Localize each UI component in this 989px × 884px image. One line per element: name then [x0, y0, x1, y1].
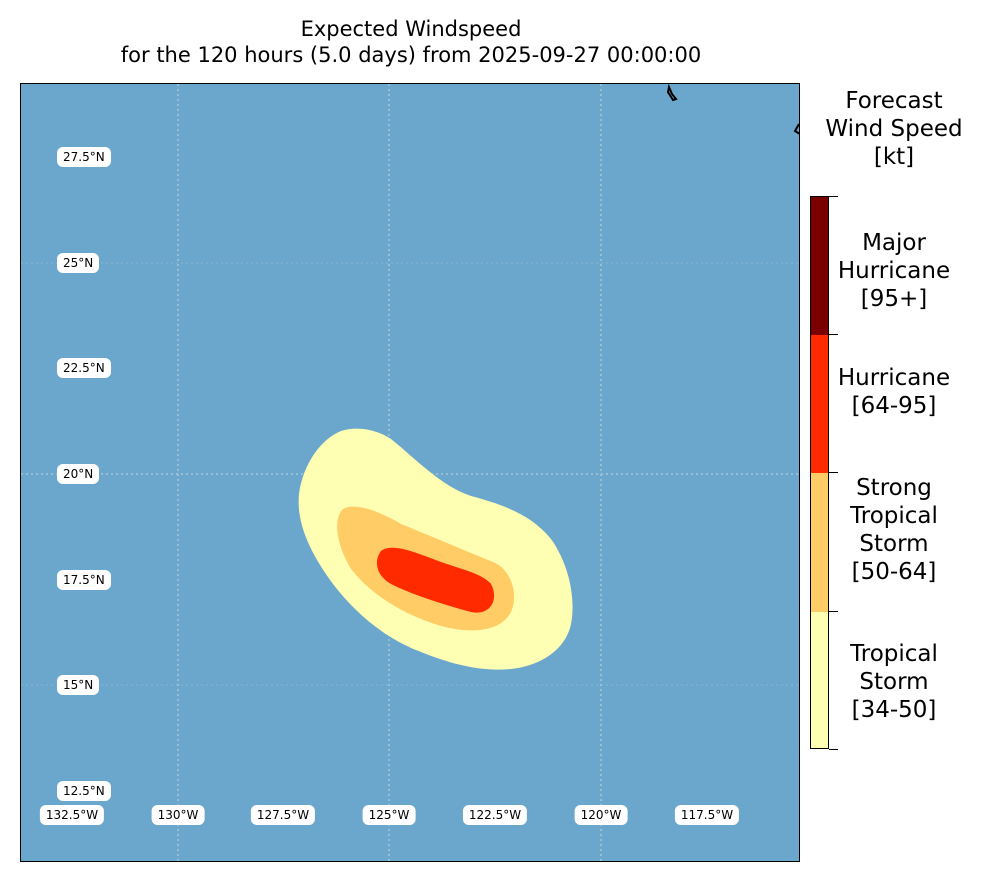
- label-line: Storm: [859, 531, 929, 557]
- label-line: [50-64]: [851, 559, 937, 585]
- lat-label-17-5n: 17.5°N: [57, 570, 111, 590]
- label-line: Strong: [856, 475, 932, 501]
- colorbar-segment-strong-tropical-storm: [811, 473, 828, 612]
- lat-label-25n: 25°N: [57, 253, 100, 273]
- colorbar-segment-major-hurricane: [811, 197, 828, 335]
- title-line-2: for the 120 hours (5.0 days) from 2025-0…: [120, 43, 702, 67]
- coastline-edge: [793, 123, 799, 135]
- map-panel[interactable]: 27.5°N 25°N 22.5°N 20°N 17.5°N 15°N 12.5…: [20, 83, 800, 862]
- lat-label-22-5n: 22.5°N: [57, 358, 111, 378]
- colorbar-label-tropical-storm: Tropical Storm [34-50]: [806, 640, 982, 724]
- label-line: Tropical: [850, 641, 938, 667]
- label-line: Hurricane: [837, 258, 951, 284]
- label-line: Hurricane: [837, 365, 951, 391]
- chart-title: Expected Windspeed for the 120 hours (5.…: [20, 16, 802, 68]
- lat-label-12-5n: 12.5°N: [57, 781, 111, 801]
- title-line-1: Expected Windspeed: [300, 17, 522, 41]
- label-line: Major: [862, 230, 926, 256]
- colorbar-tick: [829, 334, 838, 335]
- label-line: Storm: [859, 669, 929, 695]
- label-line: Tropical: [850, 503, 938, 529]
- lon-label-120w: 120°W: [574, 805, 628, 825]
- colorbar-tick: [829, 472, 838, 473]
- colorbar-label-major-hurricane: Major Hurricane [95+]: [806, 229, 982, 313]
- lat-label-27-5n: 27.5°N: [57, 147, 111, 167]
- map-canvas: [21, 84, 799, 861]
- colorbar-label-strong-tropical-storm: Strong Tropical Storm [50-64]: [806, 474, 982, 586]
- colorbar-tick: [829, 611, 838, 612]
- lon-label-130w: 130°W: [151, 805, 205, 825]
- label-line: [34-50]: [851, 697, 937, 723]
- colorbar-tick: [829, 749, 838, 750]
- colorbar-title: Forecast Wind Speed [kt]: [806, 87, 982, 171]
- colorbar-title-line-1: Forecast: [845, 88, 943, 114]
- lon-label-125w: 125°W: [362, 805, 416, 825]
- lon-label-127-5w: 127.5°W: [250, 805, 316, 825]
- lon-label-122-5w: 122.5°W: [462, 805, 528, 825]
- colorbar-label-hurricane: Hurricane [64-95]: [806, 364, 982, 420]
- colorbar-title-line-3: [kt]: [873, 144, 915, 170]
- hurricane-area: [376, 547, 495, 613]
- label-line: [64-95]: [851, 393, 937, 419]
- colorbar-segment-tropical-storm: [811, 612, 828, 748]
- coastline-island: [666, 84, 678, 102]
- label-line: [95+]: [860, 286, 928, 312]
- lon-label-132-5w: 132.5°W: [39, 805, 105, 825]
- colorbar-tick: [829, 196, 838, 197]
- lon-label-117-5w: 117.5°W: [674, 805, 740, 825]
- lat-label-20n: 20°N: [57, 464, 100, 484]
- colorbar: [810, 196, 829, 749]
- colorbar-title-line-2: Wind Speed: [825, 116, 963, 142]
- colorbar-segment-hurricane: [811, 335, 828, 473]
- lat-label-15n: 15°N: [57, 675, 100, 695]
